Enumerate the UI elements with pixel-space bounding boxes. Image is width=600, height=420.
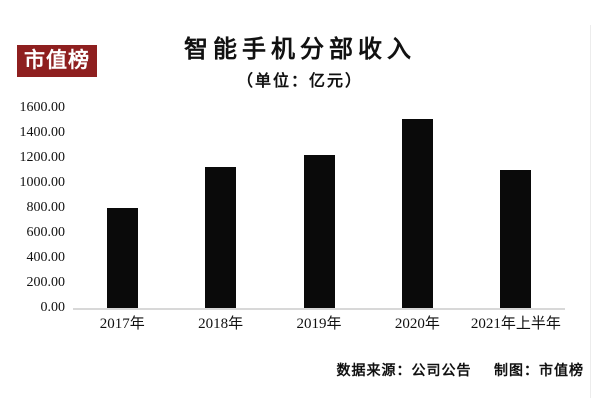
bar bbox=[500, 170, 532, 308]
data-source-label: 数据来源：公司公告 bbox=[336, 364, 472, 379]
bar bbox=[303, 155, 335, 308]
x-axis-label: 2017年 bbox=[99, 316, 145, 332]
bar bbox=[401, 119, 433, 308]
x-axis-label: 2018年 bbox=[198, 316, 244, 332]
bar-slot bbox=[270, 108, 368, 308]
x-axis-label: 2020年 bbox=[394, 316, 440, 332]
y-tick-label: 600.00 bbox=[26, 225, 66, 240]
brand-badge: 市值榜 bbox=[17, 45, 97, 78]
x-axis-labels: 2017年 2018年 2019年 2020年 2021年上半年 bbox=[73, 315, 565, 333]
bar-slot bbox=[171, 108, 269, 308]
y-tick-label: 0.00 bbox=[40, 300, 66, 315]
y-tick-label: 1600.00 bbox=[19, 100, 66, 115]
frame-edge-line bbox=[590, 25, 591, 398]
plot-area bbox=[73, 108, 565, 310]
bar-slot bbox=[368, 108, 466, 308]
y-tick-label: 1000.00 bbox=[19, 175, 66, 190]
y-tick-label: 1400.00 bbox=[19, 125, 66, 140]
chart-subtitle: （单位：亿元） bbox=[236, 73, 363, 90]
bar bbox=[106, 208, 138, 308]
footer-credits: 数据来源：公司公告 制图：市值榜 bbox=[337, 360, 585, 380]
brand-badge-label: 市值榜 bbox=[24, 49, 90, 72]
bar-slot bbox=[73, 108, 171, 308]
y-tick-label: 800.00 bbox=[26, 200, 66, 215]
bar bbox=[205, 167, 237, 308]
y-tick-label: 200.00 bbox=[26, 275, 66, 290]
y-tick-label: 1200.00 bbox=[19, 150, 66, 165]
x-axis-label: 2019年 bbox=[296, 316, 342, 332]
y-tick-label: 400.00 bbox=[26, 250, 66, 265]
bar-slot bbox=[467, 108, 565, 308]
x-axis-label: 2021年上半年 bbox=[470, 316, 561, 332]
chart-title: 智能手机分部收入 bbox=[184, 37, 416, 63]
chart-credit-label: 制图：市值榜 bbox=[494, 364, 584, 379]
y-axis: 0.00 200.00 400.00 600.00 800.00 1000.00 1200.… bbox=[0, 100, 66, 315]
bar-series bbox=[73, 108, 565, 308]
